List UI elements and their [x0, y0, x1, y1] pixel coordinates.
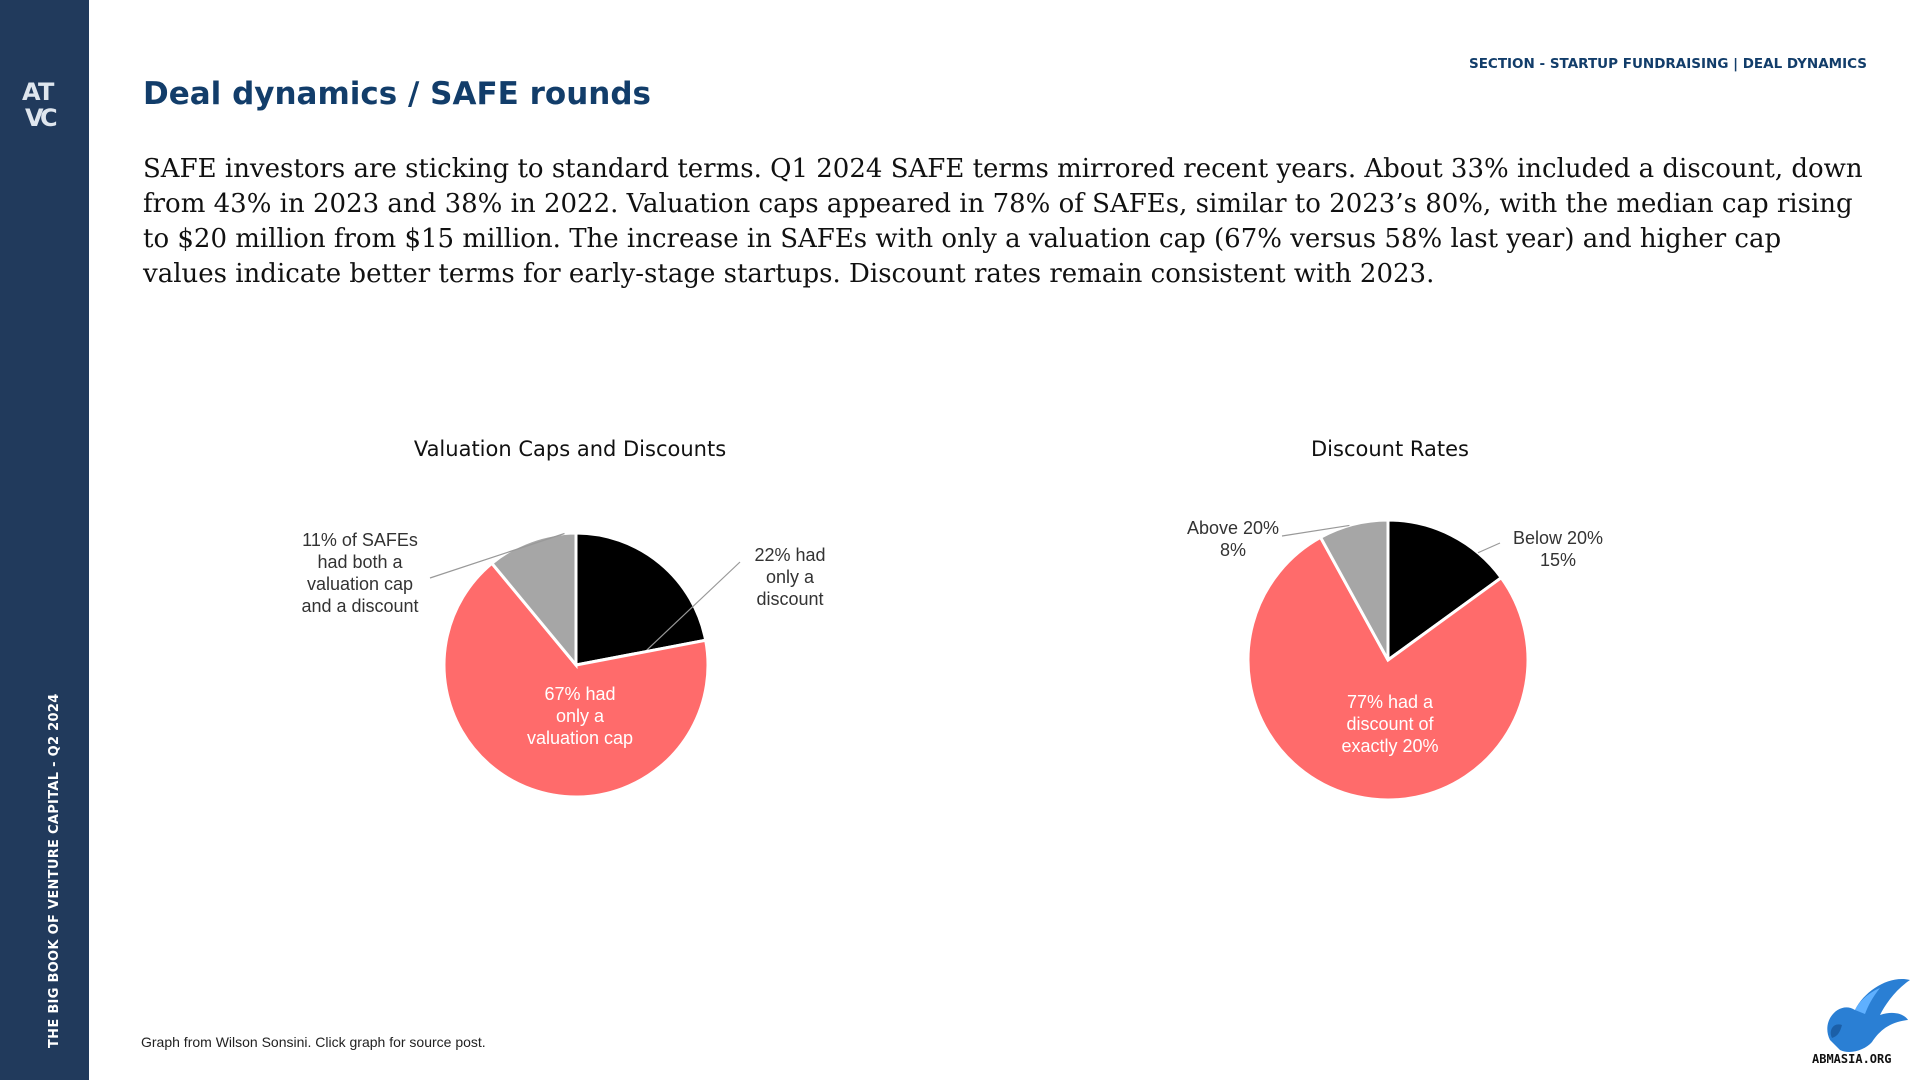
- label-leader-line: [1477, 542, 1501, 554]
- pie-slice[interactable]: [489, 531, 578, 670]
- pie-slice[interactable]: [442, 561, 710, 799]
- slice-label: 22% had only a discount: [754, 545, 825, 609]
- chart-title: Valuation Caps and Discounts: [414, 437, 726, 461]
- pie-slice[interactable]: [1386, 518, 1504, 663]
- valuation-caps-pie-chart[interactable]: Valuation Caps and Discounts 22% had only …: [160, 430, 980, 830]
- atvc-logo-icon: A T V C: [22, 78, 58, 130]
- body-paragraph: SAFE investors are sticking to standard …: [143, 154, 1863, 289]
- eagle-logo-icon: [1827, 979, 1910, 1053]
- section-label: SECTION - STARTUP FUNDRAISING | DEAL DYN…: [1468, 56, 1867, 72]
- pie-slice[interactable]: [1318, 518, 1390, 661]
- label-leader-line: [1281, 524, 1350, 537]
- label-leader-line: [429, 532, 565, 579]
- svg-text:A: A: [22, 78, 41, 106]
- svg-text:C: C: [40, 104, 58, 130]
- pie-slice[interactable]: [1246, 535, 1530, 802]
- svg-text:T: T: [38, 78, 55, 106]
- svg-text:V: V: [25, 104, 44, 130]
- vertical-book-title: THE BIG BOOK OF VENTURE CAPITAL - Q2 202…: [47, 693, 62, 1048]
- watermark-text: ABMASIA.ORG: [1812, 1052, 1892, 1066]
- page-title: Deal dynamics / SAFE rounds: [143, 76, 651, 112]
- slice-label: Above 20% 8%: [1187, 518, 1279, 560]
- slice-label: 67% had only a valuation cap: [527, 684, 633, 748]
- slice-label: 11% of SAFEs had both a valuation cap and a…: [301, 530, 418, 616]
- slice-label: Below 20% 15%: [1513, 528, 1603, 570]
- slice-label: 77% had a discount of exactly 20%: [1341, 692, 1438, 756]
- source-footnote[interactable]: Graph from Wilson Sonsini. Click graph f…: [141, 1034, 486, 1050]
- discount-rates-pie-chart[interactable]: Discount Rates Below 20% 15% 77% had a disco…: [980, 430, 1800, 830]
- pie-slice[interactable]: [574, 531, 708, 667]
- sidebar: A T V C THE BIG BOOK OF VENTURE CAPITAL …: [0, 0, 89, 1080]
- chart-title: Discount Rates: [1311, 437, 1469, 461]
